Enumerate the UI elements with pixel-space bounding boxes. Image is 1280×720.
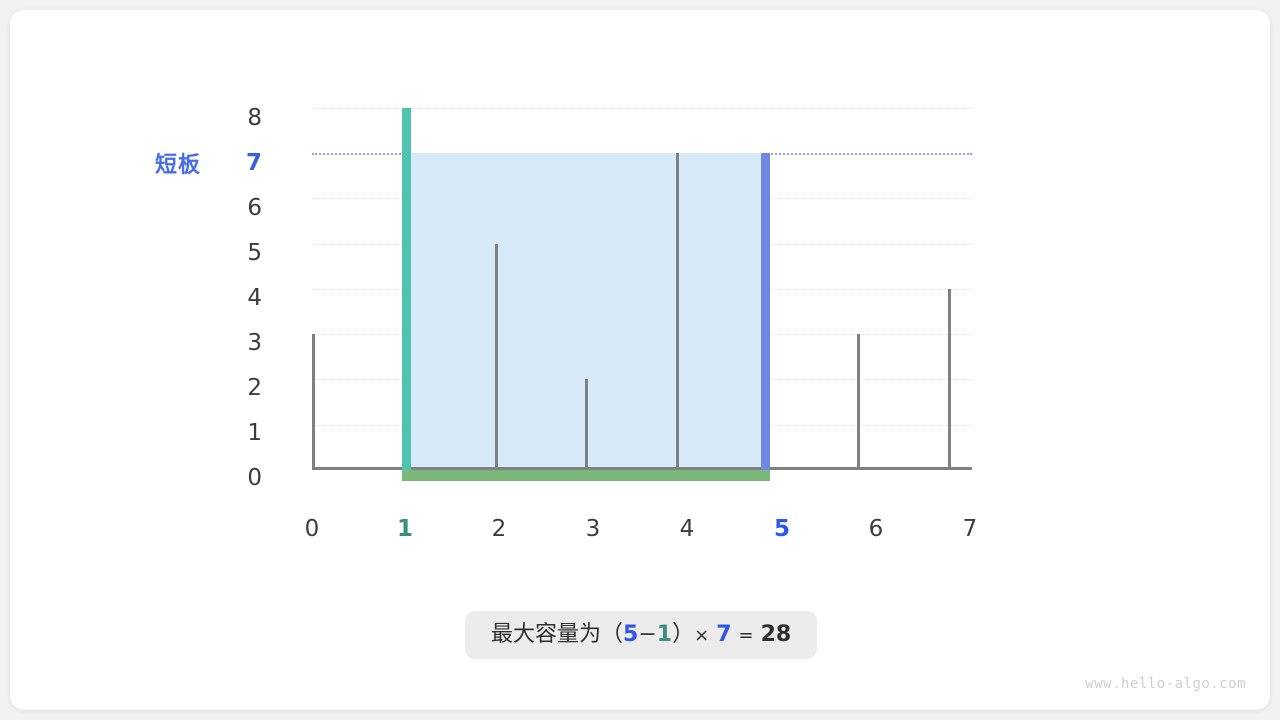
plot-area xyxy=(312,108,972,481)
container-with-most-water-chart: 8 7 6 5 4 3 2 1 0 短板 xyxy=(10,10,1270,710)
figure-card: 8 7 6 5 4 3 2 1 0 短板 xyxy=(10,10,1270,710)
y-axis-tick-6: 6 xyxy=(247,195,262,221)
caption-formula: 最大容量为（5−1）× 7 = 28 xyxy=(465,611,818,659)
caption-minus: − xyxy=(638,622,657,647)
short-board-annotation: 短板 xyxy=(155,153,202,178)
y-axis-tick-5: 5 xyxy=(247,240,262,266)
y-axis-tick-8: 8 xyxy=(247,105,262,131)
x-axis-tick-7: 7 xyxy=(962,516,978,542)
caption-close-paren: ） xyxy=(672,622,695,647)
bar-7 xyxy=(948,289,951,470)
x-axis-tick-5: 5 xyxy=(773,516,790,542)
x-axis-tick-3: 3 xyxy=(585,516,601,542)
caption-equals: = xyxy=(738,625,754,646)
bar-1-left-pointer xyxy=(402,108,411,470)
x-axis-tick-6: 6 xyxy=(868,516,884,542)
caption-times: × xyxy=(694,625,710,646)
x-axis-tick-2: 2 xyxy=(491,516,507,542)
bar-5-right-pointer xyxy=(761,153,770,470)
caption-left-index: 1 xyxy=(656,622,673,647)
caption-prefix: 最大容量为（ xyxy=(491,622,624,647)
y-axis-tick-0: 0 xyxy=(247,465,262,491)
y-axis-tick-4: 4 xyxy=(247,285,262,311)
bar-0 xyxy=(312,334,315,470)
x-axis-tick-0: 0 xyxy=(304,516,320,542)
width-base-bar xyxy=(402,470,770,481)
bar-2 xyxy=(495,244,498,470)
y-axis-tick-1: 1 xyxy=(247,420,262,446)
bar-4 xyxy=(676,153,679,470)
caption-right-index: 5 xyxy=(623,622,639,647)
y-axis-tick-7: 7 xyxy=(245,150,262,176)
bar-3 xyxy=(585,379,588,470)
y-axis-tick-2: 2 xyxy=(247,375,262,401)
x-axis-tick-4: 4 xyxy=(679,516,695,542)
bar-6 xyxy=(857,334,860,470)
x-axis-tick-1: 1 xyxy=(396,516,413,542)
x-axis-line xyxy=(312,467,972,470)
y-axis-tick-3: 3 xyxy=(247,330,262,356)
caption-height: 7 xyxy=(716,622,732,647)
watermark-text: www.hello-algo.com xyxy=(1085,676,1246,692)
gridline-y8 xyxy=(312,108,972,109)
caption-result: 28 xyxy=(760,622,792,647)
